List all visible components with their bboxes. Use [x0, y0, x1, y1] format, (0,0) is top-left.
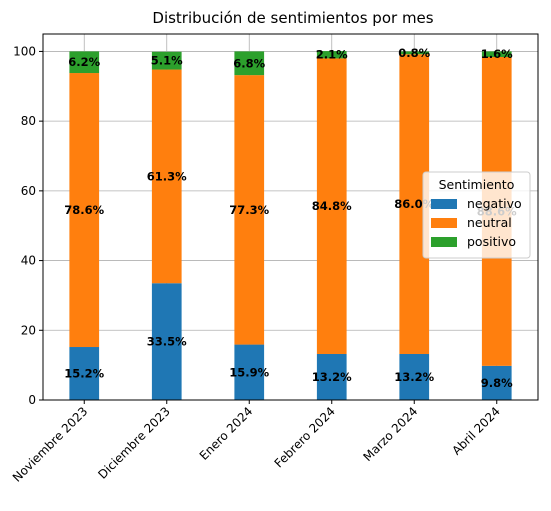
bar-neutral — [151, 69, 182, 284]
legend-swatch-neutral — [431, 218, 457, 228]
bar-negativo — [234, 344, 265, 400]
data-label: 15.2% — [64, 367, 104, 381]
data-label: 13.2% — [312, 370, 352, 384]
y-tick-label: 80 — [21, 114, 36, 128]
y-tick-label: 0 — [28, 393, 36, 407]
legend-label-positivo: positivo — [467, 234, 516, 249]
data-label: 6.2% — [68, 55, 100, 69]
bar-positivo — [69, 51, 100, 74]
legend-box — [422, 171, 531, 259]
data-label: 13.2% — [394, 370, 434, 384]
data-label: 9.8% — [481, 376, 513, 390]
data-label: 0.8% — [398, 46, 430, 60]
y-tick-label: 60 — [21, 184, 36, 198]
y-tick-label: 100 — [13, 44, 36, 58]
data-label: 5.1% — [151, 54, 183, 68]
legend-swatch-negativo — [431, 199, 457, 209]
x-tick-label: Noviembre 2023 — [10, 404, 91, 485]
legend-label-neutral: neutral — [467, 215, 512, 230]
data-label: 61.3% — [147, 169, 187, 183]
bar-neutral — [234, 75, 265, 345]
data-label: 2.1% — [316, 48, 348, 62]
x-tick-label: Febrero 2024 — [272, 404, 338, 470]
chart-title: Distribución de sentimientos por mes — [152, 9, 433, 27]
bar-negativo — [481, 365, 512, 400]
x-tick-label: Diciembre 2023 — [95, 404, 173, 482]
bar-neutral — [69, 73, 100, 348]
y-tick-label: 40 — [21, 254, 36, 268]
data-labels: 15.2% 78.6% 6.2% 33.5% 61.3% 5.1% 15.9% 77.3% 6.… — [64, 46, 517, 390]
bar-negativo — [151, 283, 182, 400]
bar-positivo — [481, 51, 512, 58]
data-label: 77.3% — [229, 203, 269, 217]
legend-label-negativo: negativo — [467, 196, 522, 211]
bar-negativo — [316, 353, 347, 400]
data-label: 1.6% — [481, 47, 513, 61]
y-tick-label: 20 — [21, 323, 36, 337]
bar-positivo — [234, 51, 265, 76]
bar-positivo — [316, 51, 347, 59]
bar-positivo — [399, 51, 430, 55]
x-tick-label: Enero 2024 — [197, 404, 256, 463]
data-label: 84.8% — [312, 199, 352, 213]
legend-title: Sentimiento — [439, 177, 515, 192]
y-axis: 0 20 40 60 80 100 — [13, 44, 43, 407]
legend-items: negativo neutral positivo — [431, 196, 522, 249]
x-axis: Noviembre 2023 Diciembre 2023 Enero 2024 Fe… — [10, 400, 503, 485]
bar-negativo — [399, 353, 430, 400]
x-tick-label: Abril 2024 — [449, 404, 503, 458]
legend-swatch-positivo — [431, 237, 457, 247]
data-label: 78.6% — [64, 203, 104, 217]
bar-negativo — [69, 347, 100, 400]
legend: Sentimiento negativo neutral positivo — [422, 171, 531, 259]
plot-frame — [42, 33, 539, 401]
x-tick-label: Marzo 2024 — [361, 404, 421, 464]
data-label: 15.9% — [229, 365, 269, 379]
bar-neutral — [316, 58, 347, 354]
bar-positivo — [151, 51, 182, 70]
data-label: 6.8% — [233, 56, 265, 70]
data-label: 33.5% — [147, 335, 187, 349]
